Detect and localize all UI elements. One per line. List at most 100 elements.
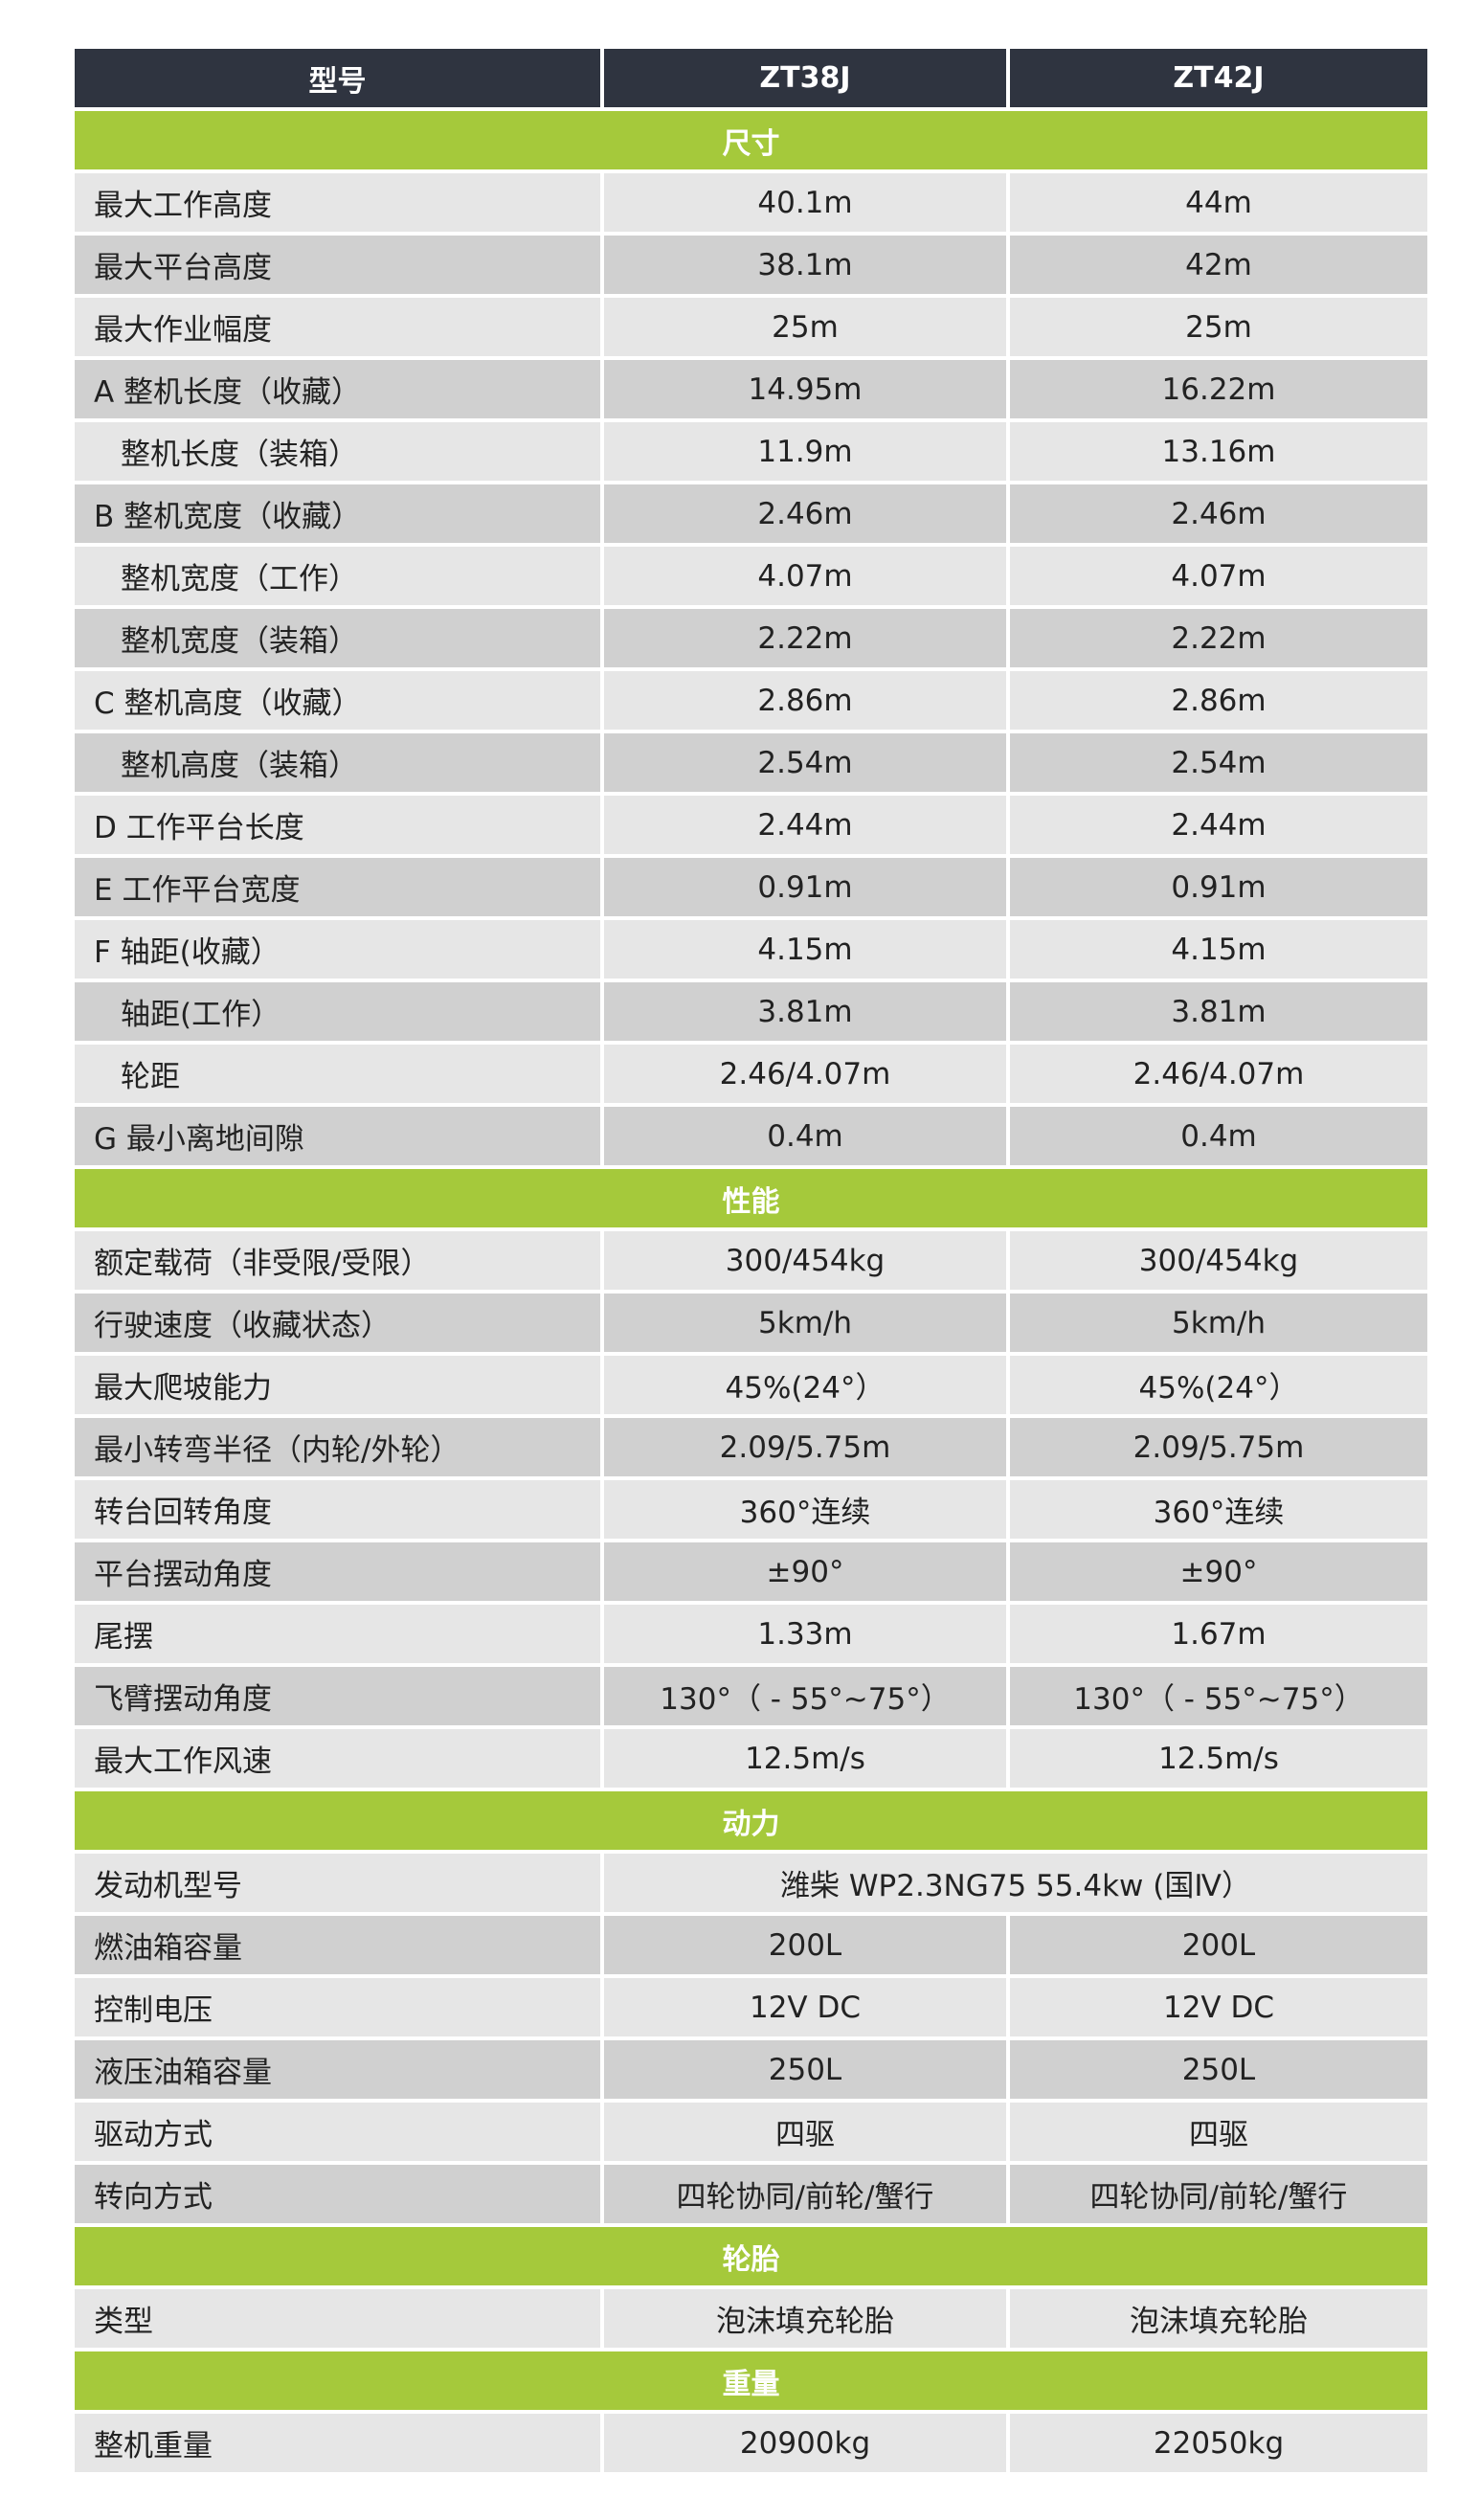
spec-value: 25m	[604, 298, 1006, 356]
spec-value: 130°（ - 55°~75°）	[604, 1667, 1006, 1725]
spec-label: C 整机高度（收藏）	[75, 671, 600, 730]
spec-value: 2.44m	[1010, 796, 1427, 854]
spec-row: D 工作平台长度 2.44m 2.44m	[75, 796, 1427, 854]
section-row: 动力	[75, 1791, 1427, 1850]
spec-value: 12V DC	[1010, 1978, 1427, 2036]
spec-value: 潍柴 WP2.3NG75 55.4kw (国Ⅳ）	[604, 1854, 1427, 1912]
spec-row: 最大作业幅度 25m 25m	[75, 298, 1427, 356]
spec-label: 整机高度（装箱）	[75, 733, 600, 792]
spec-label: 整机宽度（工作）	[75, 547, 600, 605]
spec-value: 2.54m	[604, 733, 1006, 792]
spec-label: 飞臂摆动角度	[75, 1667, 600, 1725]
spec-row: 尾摆 1.33m 1.67m	[75, 1605, 1427, 1663]
spec-row: 整机宽度（装箱） 2.22m 2.22m	[75, 609, 1427, 667]
spec-value: 0.91m	[1010, 858, 1427, 916]
spec-value: 0.4m	[1010, 1107, 1427, 1165]
spec-value: 3.81m	[604, 982, 1006, 1041]
spec-value: 38.1m	[604, 236, 1006, 294]
spec-value: 2.46m	[604, 484, 1006, 543]
spec-row: 最小转弯半径（内轮/外轮） 2.09/5.75m 2.09/5.75m	[75, 1418, 1427, 1476]
spec-value: 2.09/5.75m	[604, 1418, 1006, 1476]
spec-value: 2.44m	[604, 796, 1006, 854]
spec-value: 1.67m	[1010, 1605, 1427, 1663]
spec-label: 液压油箱容量	[75, 2040, 600, 2099]
spec-value: 5km/h	[604, 1294, 1006, 1352]
spec-label: 整机重量	[75, 2414, 600, 2472]
header-cell: ZT42J	[1010, 49, 1427, 107]
spec-row: 整机高度（装箱） 2.54m 2.54m	[75, 733, 1427, 792]
spec-value: 四驱	[1010, 2103, 1427, 2161]
spec-label: 控制电压	[75, 1978, 600, 2036]
spec-row: 控制电压 12V DC 12V DC	[75, 1978, 1427, 2036]
spec-value: 2.22m	[1010, 609, 1427, 667]
spec-value: 0.91m	[604, 858, 1006, 916]
spec-value: 11.9m	[604, 422, 1006, 481]
spec-value: 250L	[604, 2040, 1006, 2099]
section-title: 轮胎	[75, 2227, 1427, 2285]
spec-label: 整机宽度（装箱）	[75, 609, 600, 667]
spec-row: C 整机高度（收藏） 2.86m 2.86m	[75, 671, 1427, 730]
spec-row: 驱动方式 四驱 四驱	[75, 2103, 1427, 2161]
spec-row: 整机长度（装箱） 11.9m 13.16m	[75, 422, 1427, 481]
spec-table: 型号 ZT38J ZT42J 尺寸 最大工作高度 40.1m 44m 最大平台高度 38.1m 4…	[71, 45, 1431, 2476]
section-row: 轮胎	[75, 2227, 1427, 2285]
spec-row: 最大工作高度 40.1m 44m	[75, 173, 1427, 232]
spec-row: 最大工作风速 12.5m/s 12.5m/s	[75, 1729, 1427, 1788]
spec-value: 2.22m	[604, 609, 1006, 667]
spec-row: 轴距(工作） 3.81m 3.81m	[75, 982, 1427, 1041]
spec-label: 燃油箱容量	[75, 1916, 600, 1974]
spec-value: 22050kg	[1010, 2414, 1427, 2472]
spec-value: 2.46/4.07m	[1010, 1045, 1427, 1103]
spec-value: 4.15m	[1010, 920, 1427, 979]
spec-value: 40.1m	[604, 173, 1006, 232]
spec-label: 尾摆	[75, 1605, 600, 1663]
section-title: 尺寸	[75, 111, 1427, 169]
spec-label: 最小转弯半径（内轮/外轮）	[75, 1418, 600, 1476]
spec-label: 最大作业幅度	[75, 298, 600, 356]
spec-label: 行驶速度（收藏状态）	[75, 1294, 600, 1352]
spec-value: 2.86m	[604, 671, 1006, 730]
spec-value: ±90°	[1010, 1542, 1427, 1601]
spec-label: E 工作平台宽度	[75, 858, 600, 916]
spec-value: 12.5m/s	[604, 1729, 1006, 1788]
spec-row: 发动机型号 潍柴 WP2.3NG75 55.4kw (国Ⅳ）	[75, 1854, 1427, 1912]
section-row: 性能	[75, 1169, 1427, 1227]
spec-value: 4.07m	[604, 547, 1006, 605]
spec-label: 最大爬坡能力	[75, 1356, 600, 1414]
spec-value: 360°连续	[1010, 1480, 1427, 1539]
spec-value: 13.16m	[1010, 422, 1427, 481]
spec-value: 20900kg	[604, 2414, 1006, 2472]
spec-row: 整机宽度（工作） 4.07m 4.07m	[75, 547, 1427, 605]
spec-label: A 整机长度（收藏）	[75, 360, 600, 418]
spec-value: 25m	[1010, 298, 1427, 356]
spec-row: 燃油箱容量 200L 200L	[75, 1916, 1427, 1974]
spec-value: 2.46/4.07m	[604, 1045, 1006, 1103]
spec-value: 5km/h	[1010, 1294, 1427, 1352]
spec-row: 类型 泡沫填充轮胎 泡沫填充轮胎	[75, 2289, 1427, 2348]
spec-value: 1.33m	[604, 1605, 1006, 1663]
spec-row: 额定载荷（非受限/受限） 300/454kg 300/454kg	[75, 1231, 1427, 1290]
section-title: 重量	[75, 2351, 1427, 2410]
spec-label: 轴距(工作）	[75, 982, 600, 1041]
spec-value: 4.15m	[604, 920, 1006, 979]
spec-label: 轮距	[75, 1045, 600, 1103]
spec-label: 发动机型号	[75, 1854, 600, 1912]
spec-value: 4.07m	[1010, 547, 1427, 605]
spec-label: 额定载荷（非受限/受限）	[75, 1231, 600, 1290]
spec-value: 250L	[1010, 2040, 1427, 2099]
spec-value: 200L	[1010, 1916, 1427, 1974]
spec-label: 驱动方式	[75, 2103, 600, 2161]
spec-row: A 整机长度（收藏） 14.95m 16.22m	[75, 360, 1427, 418]
spec-value: 泡沫填充轮胎	[604, 2289, 1006, 2348]
spec-value: 四轮协同/前轮/蟹行	[604, 2165, 1006, 2223]
spec-value: 300/454kg	[604, 1231, 1006, 1290]
spec-label: F 轴距(收藏）	[75, 920, 600, 979]
spec-value: 2.09/5.75m	[1010, 1418, 1427, 1476]
section-title: 性能	[75, 1169, 1427, 1227]
spec-row: 转台回转角度 360°连续 360°连续	[75, 1480, 1427, 1539]
spec-value: 200L	[604, 1916, 1006, 1974]
spec-row: 液压油箱容量 250L 250L	[75, 2040, 1427, 2099]
spec-value: 0.4m	[604, 1107, 1006, 1165]
spec-row: 转向方式 四轮协同/前轮/蟹行 四轮协同/前轮/蟹行	[75, 2165, 1427, 2223]
spec-label: B 整机宽度（收藏）	[75, 484, 600, 543]
